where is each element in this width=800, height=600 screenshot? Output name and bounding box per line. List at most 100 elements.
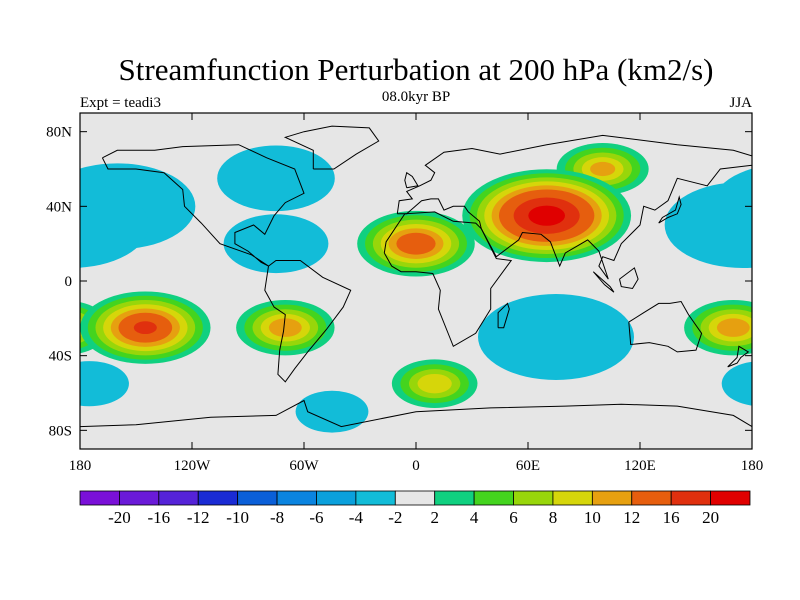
- colorbar-swatch: [710, 490, 751, 506]
- colorbar-swatch: [316, 490, 357, 506]
- colorbar-label: -10: [226, 508, 249, 527]
- contour-band: [528, 205, 566, 226]
- coastline-madagascar: [497, 302, 510, 329]
- x-tick-label: 0: [412, 458, 420, 474]
- contour-band: [767, 300, 800, 355]
- contour-field: [45, 113, 800, 449]
- x-tick-label: 180: [741, 458, 764, 474]
- coastline-greenland: [283, 125, 380, 170]
- map-axes: 180 120W 60W 0 60E 120E 180 80N 40N 0 40S 80S: [46, 113, 763, 474]
- contour-band: [133, 321, 157, 335]
- feature-south-atlantic-high: [391, 359, 478, 408]
- colorbar-swatch: [119, 490, 160, 506]
- y-tick-label: 80S: [49, 423, 72, 439]
- coastline-north-america: [101, 144, 305, 267]
- colorbar-swatch: [552, 490, 593, 506]
- coastline-sumatra: [592, 271, 615, 293]
- contour-band: [752, 291, 800, 363]
- y-tick-label: 40N: [46, 199, 72, 215]
- contour-band: [295, 390, 369, 433]
- contour-band: [763, 192, 800, 221]
- feature-south-pacific-low: [80, 361, 752, 407]
- colorbar-swatch: [237, 490, 278, 506]
- contour-band: [590, 161, 616, 177]
- x-tick-label: 60W: [289, 458, 319, 474]
- feature-central-eurasia-high: [462, 169, 632, 263]
- chart-title: Streamfunction Perturbation at 200 hPa (…: [119, 52, 714, 87]
- feature-southern-ocean-low: [295, 390, 369, 433]
- coastline-australia: [628, 300, 703, 353]
- coastline-borneo: [619, 267, 639, 290]
- colorbar-swatch: [79, 490, 120, 506]
- contour-band: [778, 200, 800, 212]
- coastline-south-america: [264, 260, 352, 383]
- colorbar-label: 12: [623, 508, 640, 527]
- y-tick-label: 0: [65, 274, 73, 290]
- coastline-britain: [404, 171, 419, 189]
- x-tick-label: 180: [69, 458, 92, 474]
- colorbar-label: -16: [147, 508, 170, 527]
- colorbar-swatch: [355, 490, 396, 506]
- coastlines: [80, 125, 752, 428]
- colorbar-label: 10: [584, 508, 601, 527]
- colorbar-label: -20: [108, 508, 131, 527]
- season-label: JJA: [729, 95, 752, 111]
- colorbar-swatch: [158, 490, 199, 506]
- colorbar-label: -8: [270, 508, 284, 527]
- colorbar-swatch: [631, 490, 672, 506]
- feature-south-america-high: [236, 299, 335, 356]
- contour-band: [80, 318, 86, 337]
- feature-south-pacific-high: [80, 291, 800, 364]
- contour-band: [664, 182, 752, 268]
- coastline-eurasia: [396, 134, 752, 280]
- colorbar-swatch: [670, 490, 711, 506]
- coastline-africa: [383, 211, 513, 348]
- colorbar-label: 16: [663, 508, 680, 527]
- contour-band: [217, 145, 335, 212]
- coastline-japan: [658, 195, 682, 224]
- period-label: 08.0kyr BP: [382, 89, 450, 105]
- contour-band: [721, 361, 752, 406]
- feature-north-africa-mediterranean-high: [357, 210, 475, 277]
- colorbar-label: 2: [430, 508, 439, 527]
- colorbar-label: -6: [309, 508, 323, 527]
- contour-band: [223, 214, 329, 274]
- contour-band: [417, 373, 452, 394]
- feature-southern-indian-ocean-low: [478, 294, 634, 380]
- colorbar-swatch: [434, 490, 475, 506]
- colorbar-swatch: [473, 490, 514, 506]
- contour-band: [45, 318, 78, 336]
- colorbar-label: -4: [349, 508, 364, 527]
- feature-caribbean-low: [223, 214, 329, 274]
- colorbar-swatch: [197, 490, 239, 506]
- y-tick-label: 80N: [46, 125, 72, 141]
- feature-west-pacific-low: [80, 182, 752, 268]
- contour-band: [80, 182, 149, 268]
- colorbar-label: -12: [187, 508, 210, 527]
- colorbar-label: 4: [470, 508, 479, 527]
- contour-band: [775, 304, 800, 351]
- colorbar-label: 8: [549, 508, 558, 527]
- contour-band: [760, 296, 800, 360]
- contour-band: [478, 294, 634, 380]
- colorbar-swatch: [591, 490, 633, 506]
- experiment-label: Expt = teadi3: [80, 95, 161, 111]
- contour-band: [783, 309, 800, 347]
- colorbar-label: 6: [509, 508, 518, 527]
- contour-band: [80, 361, 129, 407]
- contour-band: [790, 313, 800, 343]
- x-tick-label: 60E: [516, 458, 540, 474]
- contour-band: [396, 232, 436, 255]
- contour-band: [748, 197, 752, 216]
- colorbar-swatch: [394, 490, 436, 506]
- colorbar-label: 20: [702, 508, 719, 527]
- contour-band: [268, 318, 302, 337]
- y-tick-label: 40S: [49, 349, 72, 365]
- x-tick-label: 120W: [174, 458, 212, 474]
- coastline-new-zealand: [727, 345, 750, 368]
- colorbar-swatch: [276, 490, 317, 506]
- colorbar-label: -2: [388, 508, 402, 527]
- contour-band: [716, 318, 750, 337]
- contour-band: [80, 221, 82, 229]
